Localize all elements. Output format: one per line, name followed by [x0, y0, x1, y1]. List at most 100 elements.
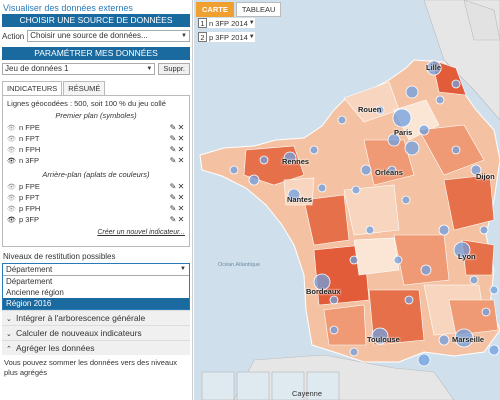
layer-2-year: 2014 [231, 32, 248, 42]
city-bubble [365, 225, 375, 235]
pencil-icon[interactable]: ✎ [169, 193, 177, 202]
city-bubble [489, 285, 499, 295]
layer-1-number: 1 [198, 18, 207, 28]
city-bubble [371, 327, 389, 345]
pencil-icon[interactable]: ✎ [169, 215, 177, 224]
city-bubble [387, 165, 397, 175]
indicators-tab-content: Lignes géocodées : 500, soit 100 % du je… [2, 95, 190, 247]
levels-select[interactable]: Département ▼ [3, 264, 189, 276]
panel-tabs: INDICATEURS RÉSUMÉ [2, 81, 190, 95]
configure-data-bar[interactable]: PARAMÉTRER MES DONNÉES [2, 47, 190, 60]
overseas-inset [201, 371, 235, 400]
city-bubble [426, 60, 442, 76]
layer-2-label: p 3FP [209, 32, 230, 42]
chevron-down-icon: ▼ [146, 66, 153, 72]
levels-option-ancienne-region[interactable]: Ancienne région [3, 287, 189, 298]
region-patch [303, 194, 350, 246]
layer-2-number: 2 [198, 32, 207, 42]
choose-source-bar[interactable]: CHOISIR UNE SOURCE DE DONNÉES [2, 14, 190, 27]
accordion-compute-label: Calculer de nouveaux indicateurs [16, 328, 142, 338]
city-bubble [438, 334, 450, 346]
indicator-name: p FPE [19, 182, 40, 191]
close-icon[interactable]: ✕ [177, 182, 185, 191]
tab-tableau[interactable]: TABLEAU [235, 2, 282, 17]
layer-1[interactable]: 1 n 3FP 2014 ▼ [198, 18, 255, 28]
dataset-select[interactable]: Jeu de données 1 ▼ [2, 63, 156, 75]
map-area[interactable]: CARTE TABLEAU 1 n 3FP 2014 ▼ 2 p 3FP 201… [194, 0, 500, 400]
pencil-icon[interactable]: ✎ [169, 145, 177, 154]
levels-dropdown[interactable]: Département ▼ Département Ancienne région… [2, 263, 190, 310]
pencil-icon[interactable]: ✎ [169, 204, 177, 213]
city-label-bordeaux: Bordeaux [306, 287, 341, 296]
new-indicator-link[interactable]: Créer un nouvel indicateur... [97, 229, 185, 236]
eye-icon[interactable]: 👁 [7, 216, 16, 224]
indicator-row[interactable]: 👁 p 3FP ✎ ✕ [7, 214, 185, 225]
eye-icon[interactable]: 👁 [7, 205, 16, 213]
action-select[interactable]: Choisir une source de données... ▼ [27, 30, 190, 42]
chevron-up-icon: ⌃ [6, 346, 12, 353]
city-bubble [453, 241, 471, 259]
indicator-name: n FPH [19, 145, 41, 154]
map-canvas[interactable] [194, 0, 500, 400]
eye-icon[interactable]: 👁 [7, 135, 16, 143]
tab-carte[interactable]: CARTE [196, 2, 234, 17]
accordion-aggregate[interactable]: ⌃ Agréger les données [2, 340, 190, 355]
close-icon[interactable]: ✕ [177, 215, 185, 224]
delete-dataset-button[interactable]: Suppr. [158, 63, 190, 75]
eye-icon[interactable]: 👁 [7, 124, 16, 132]
indicator-row[interactable]: 👁 n FPH ✎ ✕ [7, 144, 185, 155]
city-bubble [317, 183, 327, 193]
overseas-inset [271, 371, 305, 400]
eye-icon[interactable]: 👁 [7, 194, 16, 202]
region-patch [353, 237, 400, 276]
ocean-label: Océan Atlantique [218, 262, 260, 268]
pencil-icon[interactable]: ✎ [169, 156, 177, 165]
indicator-name: n FPE [19, 123, 40, 132]
city-bubble [360, 164, 372, 176]
indicator-row[interactable]: 👁 p FPT ✎ ✕ [7, 192, 185, 203]
city-bubble [329, 325, 339, 335]
layer-2[interactable]: 2 p 3FP 2014 ▼ [198, 32, 255, 42]
close-icon[interactable]: ✕ [177, 156, 185, 165]
chevron-down-icon: ⌄ [6, 316, 12, 323]
accordion-compute[interactable]: ⌄ Calculer de nouveaux indicateurs [2, 325, 190, 340]
city-bubble [401, 195, 411, 205]
city-bubble [404, 295, 414, 305]
close-icon[interactable]: ✕ [177, 134, 185, 143]
pencil-icon[interactable]: ✎ [169, 134, 177, 143]
indicator-row[interactable]: 👁 p FPH ✎ ✕ [7, 203, 185, 214]
close-icon[interactable]: ✕ [177, 123, 185, 132]
foreground-list: 👁 n FPE ✎ ✕ 👁 n FPT ✎ ✕ 👁 n FPH ✎ ✕ 👁 n 3FP ✎ ✕ [7, 122, 185, 166]
city-bubble [404, 140, 420, 156]
close-icon[interactable]: ✕ [177, 193, 185, 202]
close-icon[interactable]: ✕ [177, 204, 185, 213]
panel-title: Visualiser des données externes [3, 3, 133, 13]
city-bubble [469, 275, 479, 285]
levels-option-departement[interactable]: Département [3, 276, 189, 287]
indicator-row[interactable]: 👁 p FPE ✎ ✕ [7, 181, 185, 192]
accordion-integrate[interactable]: ⌄ Intégrer à l'arborescence générale [2, 310, 190, 325]
action-row: Action Choisir une source de données... ▼ [0, 27, 192, 45]
levels-option-region-2016[interactable]: Région 2016 [3, 298, 189, 309]
pencil-icon[interactable]: ✎ [169, 123, 177, 132]
indicator-name: n FPT [19, 134, 40, 143]
city-bubble [405, 85, 419, 99]
indicator-row[interactable]: 👁 n 3FP ✎ ✕ [7, 155, 185, 166]
eye-icon[interactable]: 👁 [7, 183, 16, 191]
city-bubble [392, 108, 412, 128]
close-icon[interactable]: ✕ [177, 145, 185, 154]
indicator-row[interactable]: 👁 n FPT ✎ ✕ [7, 133, 185, 144]
eye-icon[interactable]: 👁 [7, 157, 16, 165]
tab-indicateurs[interactable]: INDICATEURS [2, 81, 63, 95]
chevron-down-icon: ⌄ [6, 331, 12, 338]
city-bubble [375, 105, 385, 115]
indicator-row[interactable]: 👁 n FPE ✎ ✕ [7, 122, 185, 133]
indicator-name: n 3FP [19, 156, 40, 165]
foreground-title: Premier plan (symboles) [55, 111, 137, 120]
city-label-lille: Lille [426, 63, 442, 72]
pencil-icon[interactable]: ✎ [169, 182, 177, 191]
tab-resume[interactable]: RÉSUMÉ [63, 81, 106, 95]
city-bubble [454, 328, 474, 348]
eye-icon[interactable]: 👁 [7, 146, 16, 154]
accordion-aggregate-label: Agréger les données [16, 343, 95, 353]
